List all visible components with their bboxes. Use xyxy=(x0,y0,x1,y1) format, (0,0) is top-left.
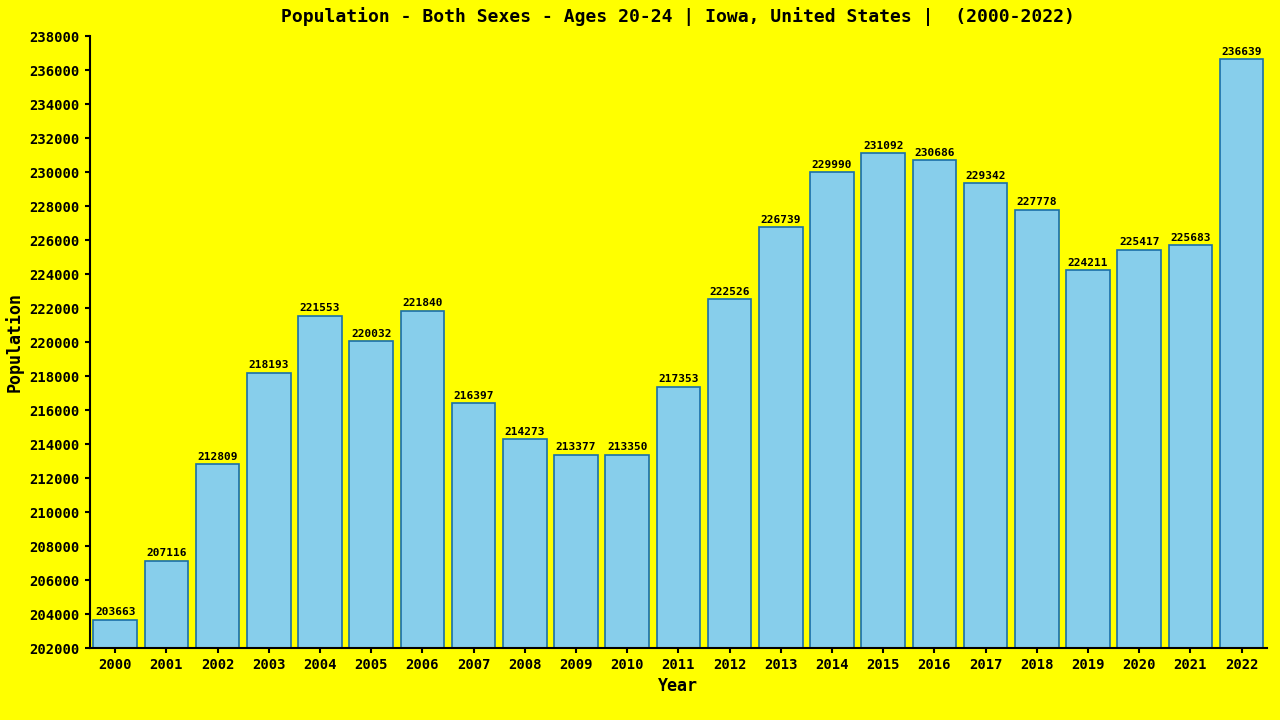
Bar xyxy=(93,620,137,720)
Text: 207116: 207116 xyxy=(146,549,187,559)
Bar xyxy=(605,455,649,720)
Text: 213350: 213350 xyxy=(607,443,648,452)
Text: 222526: 222526 xyxy=(709,287,750,297)
Bar xyxy=(349,341,393,720)
Text: 225417: 225417 xyxy=(1119,238,1160,248)
Text: 231092: 231092 xyxy=(863,141,904,151)
Text: 229342: 229342 xyxy=(965,171,1006,181)
Text: 221553: 221553 xyxy=(300,303,340,313)
Bar xyxy=(1117,250,1161,720)
Bar xyxy=(1220,59,1263,720)
Text: 229990: 229990 xyxy=(812,160,852,170)
Bar xyxy=(913,161,956,720)
Bar xyxy=(503,439,547,720)
Bar xyxy=(196,464,239,720)
Text: 212809: 212809 xyxy=(197,451,238,462)
Bar xyxy=(452,403,495,720)
Text: 227778: 227778 xyxy=(1016,197,1057,207)
X-axis label: Year: Year xyxy=(658,678,699,696)
Text: 213377: 213377 xyxy=(556,442,596,452)
Bar xyxy=(298,315,342,720)
Text: 216397: 216397 xyxy=(453,391,494,401)
Bar xyxy=(1169,246,1212,720)
Bar xyxy=(759,228,803,720)
Text: 230686: 230686 xyxy=(914,148,955,158)
Text: 217353: 217353 xyxy=(658,374,699,384)
Bar xyxy=(657,387,700,720)
Text: 225683: 225683 xyxy=(1170,233,1211,243)
Text: 236639: 236639 xyxy=(1221,47,1262,57)
Text: 214273: 214273 xyxy=(504,427,545,437)
Text: 220032: 220032 xyxy=(351,329,392,339)
Bar xyxy=(964,183,1007,720)
Bar xyxy=(708,299,751,720)
Text: 221840: 221840 xyxy=(402,298,443,308)
Bar xyxy=(247,373,291,720)
Text: 203663: 203663 xyxy=(95,607,136,617)
Bar xyxy=(401,311,444,720)
Title: Population - Both Sexes - Ages 20-24 | Iowa, United States |  (2000-2022): Population - Both Sexes - Ages 20-24 | I… xyxy=(282,7,1075,26)
Bar xyxy=(1066,271,1110,720)
Bar xyxy=(861,153,905,720)
Bar xyxy=(145,561,188,720)
Bar xyxy=(1015,210,1059,720)
Bar xyxy=(810,172,854,720)
Bar xyxy=(554,454,598,720)
Text: 224211: 224211 xyxy=(1068,258,1108,268)
Text: 226739: 226739 xyxy=(760,215,801,225)
Text: 218193: 218193 xyxy=(248,360,289,370)
Y-axis label: Population: Population xyxy=(5,292,24,392)
